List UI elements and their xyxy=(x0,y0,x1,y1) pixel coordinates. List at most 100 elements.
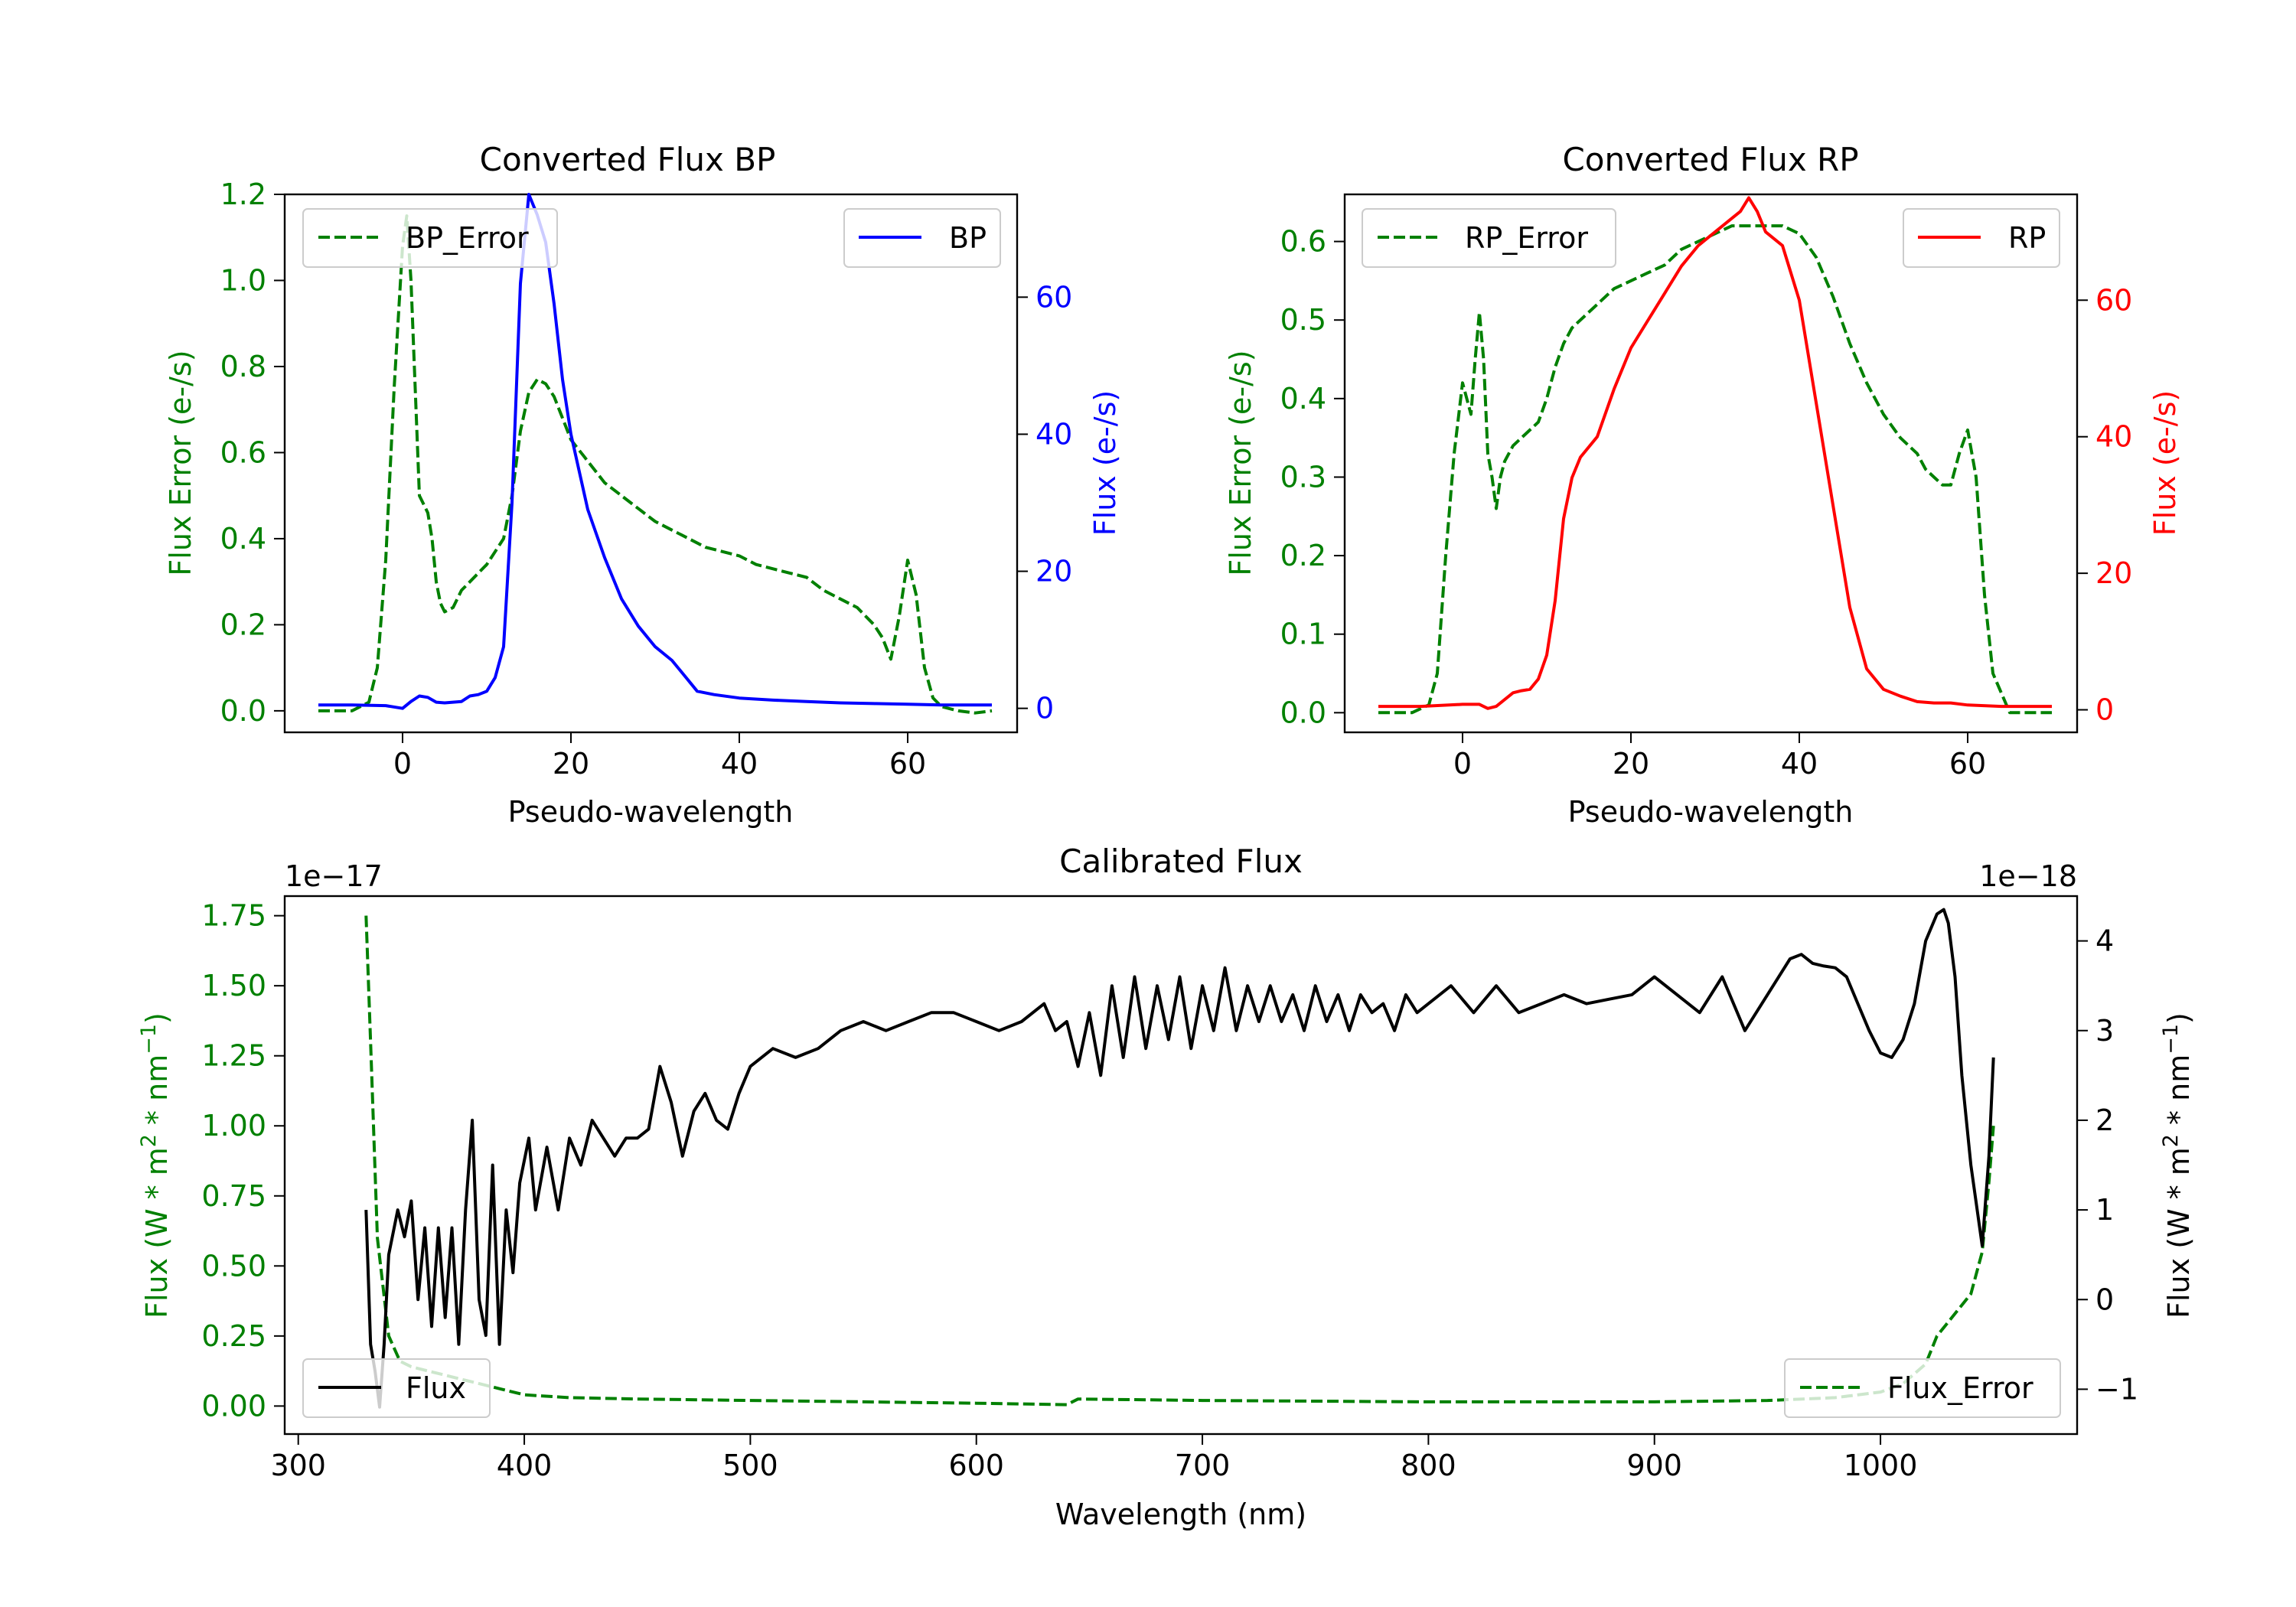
rp-series-lines xyxy=(1378,196,2052,715)
cal-right-y-tick-label: −1 xyxy=(2095,1372,2138,1406)
flux-line xyxy=(364,908,1995,1409)
bp-error-line xyxy=(318,214,993,715)
rp-right-y-tick-label: 20 xyxy=(2095,556,2132,590)
bp-right-y-axis: 0 20 40 60 xyxy=(1017,280,1072,725)
rp-x-tick-label: 0 xyxy=(1453,747,1472,781)
bp-right-y-tick-label: 0 xyxy=(1035,692,1054,725)
rp-left-y-tick-label: 0.3 xyxy=(1280,460,1326,494)
calibrated-right-y-axis: −1 0 1 2 3 4 xyxy=(2077,924,2138,1406)
bp-left-y-tick-label: 1.0 xyxy=(220,263,266,297)
cal-left-y-tick-label: 0.00 xyxy=(201,1389,266,1423)
calibrated-left-y-label-exp1: 2 xyxy=(137,1134,161,1147)
cal-x-tick-label: 500 xyxy=(722,1449,778,1482)
bp-right-legend-box xyxy=(843,208,1001,268)
bp-x-tick-label: 40 xyxy=(721,747,758,781)
cal-x-tick-label: 400 xyxy=(497,1449,553,1482)
rp-left-y-tick-label: 0.0 xyxy=(1280,696,1326,729)
rp-error-legend-label: RP_Error xyxy=(1465,221,1588,255)
calibrated-x-label: Wavelength (nm) xyxy=(1055,1498,1306,1531)
calibrated-left-legend-box xyxy=(302,1358,491,1418)
bp-left-y-tick-label: 0.6 xyxy=(220,435,266,469)
rp-legend-label: RP xyxy=(2008,221,2046,255)
calibrated-left-offset: 1e−17 xyxy=(285,859,383,893)
rp-right-y-tick-label: 0 xyxy=(2095,693,2114,727)
bp-left-y-tick-label: 0.4 xyxy=(220,522,266,556)
rp-right-legend-box xyxy=(1903,208,2060,268)
cal-x-tick-label: 800 xyxy=(1401,1449,1456,1482)
cal-left-y-tick-label: 1.75 xyxy=(201,899,266,933)
bp-right-y-tick-label: 60 xyxy=(1035,280,1072,314)
bp-chart: Converted Flux BP 0 20 40 60 0.00.20.40.60.… xyxy=(164,141,1122,829)
cal-left-y-tick-label: 1.25 xyxy=(201,1039,266,1073)
bp-left-y-tick-label: 1.2 xyxy=(220,178,266,211)
cal-x-tick-label: 600 xyxy=(948,1449,1004,1482)
cal-right-y-tick-label: 4 xyxy=(2095,924,2114,958)
rp-title: Converted Flux RP xyxy=(1562,141,1858,178)
calibrated-right-y-label-exp1: 2 xyxy=(2159,1134,2183,1147)
calibrated-left-y-label-exp2: −1 xyxy=(137,1024,161,1054)
bp-x-tick-label: 0 xyxy=(393,747,412,781)
cal-x-tick-label: 900 xyxy=(1626,1449,1682,1482)
bp-left-y-tick-label: 0.8 xyxy=(220,350,266,383)
rp-left-y-tick-label: 0.2 xyxy=(1280,539,1326,572)
rp-x-label: Pseudo-wavelength xyxy=(1568,795,1854,829)
calibrated-plot-frame xyxy=(283,895,2079,1436)
rp-right-y-label: Flux (e-/s) xyxy=(2148,390,2182,536)
rp-left-y-tick-label: 0.4 xyxy=(1280,382,1326,416)
calibrated-right-y-label-part2: * nm xyxy=(2162,1054,2196,1134)
bp-error-legend-label: BP_Error xyxy=(406,221,529,255)
bp-x-tick-label: 60 xyxy=(889,747,926,781)
rp-x-tick-label: 40 xyxy=(1781,747,1818,781)
cal-right-y-tick-label: 3 xyxy=(2095,1014,2114,1048)
calibrated-left-legend: Flux xyxy=(302,1358,491,1418)
bp-x-axis: 0 20 40 60 xyxy=(393,732,926,781)
rp-line xyxy=(1378,196,2052,710)
rp-x-tick-label: 60 xyxy=(1949,747,1986,781)
calibrated-right-y-label-part1: Flux (W * m xyxy=(2162,1147,2196,1319)
rp-left-y-tick-label: 0.6 xyxy=(1280,225,1326,259)
rp-chart: Converted Flux RP 0 20 40 60 0.00.10.20.30.… xyxy=(1224,141,2182,829)
rp-plot-frame xyxy=(1343,193,2079,734)
bp-title: Converted Flux BP xyxy=(480,141,776,178)
bp-left-legend: BP_Error xyxy=(302,208,558,268)
rp-left-y-tick-label: 0.5 xyxy=(1280,303,1326,337)
bp-x-label: Pseudo-wavelength xyxy=(508,795,794,829)
cal-right-y-tick-label: 1 xyxy=(2095,1193,2114,1227)
bp-legend-label: BP xyxy=(949,221,987,255)
calibrated-left-y-axis: 0.00 0.25 0.50 0.75 1.00 1.25 1.50 1.75 xyxy=(201,899,285,1423)
bp-plot-frame xyxy=(283,193,1019,734)
cal-left-y-tick-label: 1.00 xyxy=(201,1109,266,1143)
calibrated-right-y-label: Flux (W * m2 * nm−1) xyxy=(2159,1012,2197,1319)
calibrated-x-axis: 300 400 500 600 700 800 900 1000 xyxy=(270,1434,1917,1482)
cal-left-y-tick-label: 0.25 xyxy=(201,1319,266,1353)
rp-right-legend: RP xyxy=(1903,208,2060,268)
rp-left-y-label: Flux Error (e-/s) xyxy=(1224,350,1257,575)
bp-left-y-tick-label: 0.0 xyxy=(220,694,266,728)
calibrated-chart: Calibrated Flux 300 400 500 600 700 800 900 100… xyxy=(137,843,2197,1531)
bp-right-y-label: Flux (e-/s) xyxy=(1088,390,1122,536)
rp-right-y-tick-label: 40 xyxy=(2095,420,2132,454)
calibrated-left-y-label-part3: ) xyxy=(140,1012,174,1024)
calibrated-right-y-label-exp2: −1 xyxy=(2159,1024,2183,1054)
rp-left-legend: RP_Error xyxy=(1362,208,1616,268)
bp-right-legend: BP xyxy=(843,208,1001,268)
cal-x-tick-label: 300 xyxy=(270,1449,326,1482)
flux-error-legend-label: Flux_Error xyxy=(1887,1371,2033,1405)
cal-x-tick-label: 1000 xyxy=(1844,1449,1918,1482)
rp-right-y-axis: 0 20 40 60 xyxy=(2077,283,2132,727)
bp-left-y-axis: 0.0 0.2 0.4 0.6 0.8 1.0 1.2 xyxy=(220,178,285,728)
rp-x-axis: 0 20 40 60 xyxy=(1453,732,1986,781)
cal-right-y-tick-label: 0 xyxy=(2095,1283,2114,1316)
cal-right-y-tick-label: 2 xyxy=(2095,1103,2114,1137)
rp-left-y-tick-label: 0.1 xyxy=(1280,618,1326,651)
rp-left-y-axis: 0.0 0.1 0.2 0.3 0.4 0.5 0.6 xyxy=(1280,225,1345,729)
rp-x-tick-label: 20 xyxy=(1613,747,1649,781)
calibrated-right-legend: Flux_Error xyxy=(1784,1358,2061,1418)
cal-left-y-tick-label: 0.75 xyxy=(201,1179,266,1213)
calibrated-title: Calibrated Flux xyxy=(1059,843,1303,880)
bp-x-tick-label: 20 xyxy=(553,747,589,781)
rp-error-line xyxy=(1378,224,2052,715)
cal-left-y-tick-label: 0.50 xyxy=(201,1249,266,1283)
calibrated-right-legend-box xyxy=(1784,1358,2061,1418)
